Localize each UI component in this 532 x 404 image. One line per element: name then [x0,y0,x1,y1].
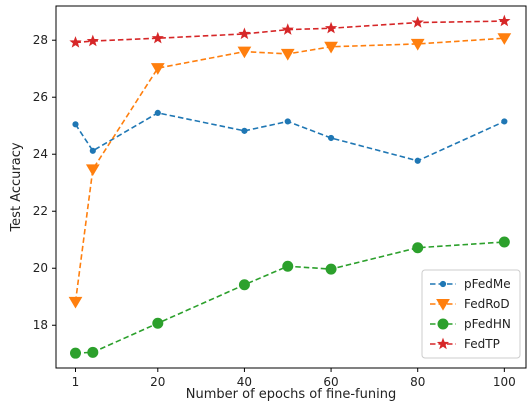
data-point [87,346,99,358]
data-point [501,118,508,125]
x-tick-label: 60 [323,375,338,389]
data-point [324,41,338,54]
x-axis-ticks: 1 20 40 60 80 100 [72,368,516,389]
series-line [75,241,505,354]
legend-item: pFedHN [430,317,511,331]
legend-marker [436,337,450,350]
plot-frame [55,5,527,369]
data-point [86,34,99,47]
series-layer [68,14,512,359]
data-point [151,31,164,44]
x-axis-label: Number of epochs of fine-funing [186,387,396,402]
y-tick-label: 26 [33,90,48,104]
y-tick-label: 24 [33,147,48,161]
data-point [281,23,294,35]
y-tick-label: 28 [33,33,48,47]
data-point [325,263,337,275]
data-point [411,16,424,28]
data-point [69,347,81,359]
legend-item: FedRoD [430,297,510,311]
data-point [280,48,295,61]
x-tick-label: 100 [493,375,516,389]
data-point [241,127,248,134]
legend-item: pFedMe [430,277,511,291]
data-point [327,134,335,142]
y-axis-ticks: 18 20 22 24 26 28 [33,33,56,332]
legend-marker [436,299,450,311]
data-point [412,242,424,254]
y-tick-label: 20 [33,261,48,275]
x-tick-label: 20 [150,375,165,389]
data-point [154,109,161,116]
data-point [237,46,252,59]
series-line [74,112,505,162]
series-fedtp [69,14,511,48]
data-point [284,118,291,125]
data-point [85,164,100,177]
x-tick-label: 40 [237,375,252,389]
data-point [324,21,338,34]
legend-label: FedTP [464,337,500,351]
series-pfedme [72,109,508,164]
series-line [74,37,505,302]
data-point [498,236,510,248]
series-line [75,20,505,44]
series-fedrod [68,33,512,309]
data-point [498,14,511,27]
data-point [238,279,250,291]
x-tick-label: 1 [72,375,80,389]
data-point [282,260,294,272]
legend-label: FedRoD [464,297,510,311]
series-pfedhn [69,236,510,359]
y-tick-label: 18 [33,318,48,332]
y-tick-label: 22 [33,204,48,218]
data-point [68,296,83,309]
legend-marker [439,280,447,288]
data-point [69,36,82,48]
data-point [414,157,421,164]
data-point [410,38,425,51]
legend: pFedMe FedRoD pFedHN FedTP [421,269,521,359]
legend-box [421,269,521,359]
legend-label: pFedMe [464,277,511,291]
data-point [89,147,96,154]
data-point [497,33,512,45]
legend-marker [437,318,449,330]
data-point [150,63,165,75]
y-axis-label: Test Accuracy [9,142,24,232]
data-point [152,317,164,329]
data-point [238,27,251,40]
data-point [72,121,79,128]
legend-item: FedTP [430,337,500,351]
x-tick-label: 80 [410,375,425,389]
legend-label: pFedHN [464,317,511,331]
